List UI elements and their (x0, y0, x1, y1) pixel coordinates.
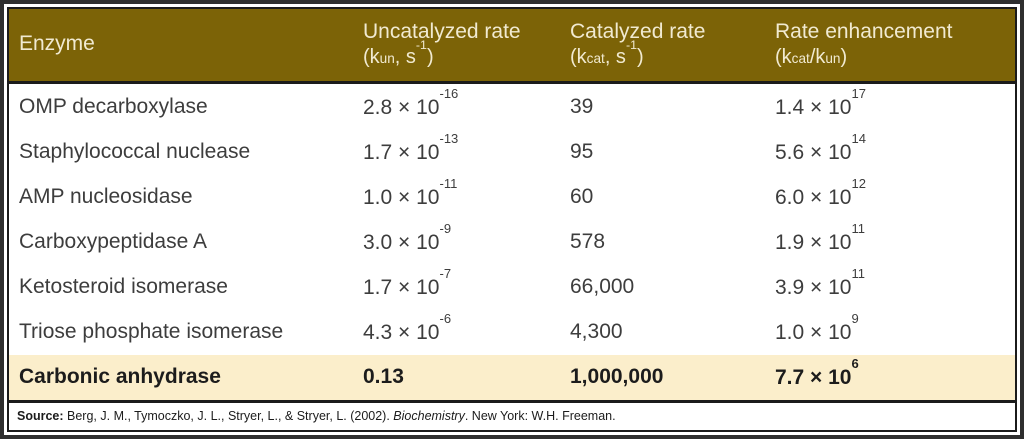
table-cell: Ketosteroid isomerase (19, 275, 228, 299)
table-cell: 1.7 × 10-7 (363, 266, 452, 300)
table-cell: 1.0 × 10-11 (363, 176, 458, 210)
table-row: OMP decarboxylase 2.8 × 10-16 39 1.4 × 1017 (9, 83, 1015, 130)
column-header-3: Rate enhancement (kcat/kun) (771, 9, 1015, 84)
source-text-after: . New York: W.H. Freeman. (464, 408, 616, 423)
column-header-1: Uncatalyzed rate (kun, s-1) (359, 9, 566, 84)
table-cell: 1.7 × 10-13 (363, 131, 459, 165)
table-cell: 4,300 (570, 320, 623, 344)
table-cell: 2.8 × 10-16 (363, 85, 459, 119)
table-cell: 3.0 × 10-9 (363, 221, 452, 255)
table-row: Carboxypeptidase A 3.0 × 10-9 578 1.9 × 101… (9, 220, 1015, 265)
table-cell: OMP decarboxylase (19, 94, 208, 118)
table-row: Ketosteroid isomerase 1.7 × 10-7 66,000 3.9… (9, 265, 1015, 310)
table-row: Staphylococcal nuclease 1.7 × 10-13 95 5.6 … (9, 130, 1015, 175)
table-cell: 95 (570, 140, 594, 164)
table-cell: Carbonic anhydrase (9, 354, 359, 400)
table-cell: 66,000 (570, 275, 635, 299)
table-row: Triose phosphate isomerase 4.3 × 10-6 4,30… (9, 310, 1015, 355)
table-cell: Staphylococcal nuclease (19, 140, 251, 164)
source-book-title: Biochemistry (393, 408, 465, 423)
table-row: AMP nucleosidase 1.0 × 10-11 60 6.0 × 1012 (9, 175, 1015, 220)
enzyme-rate-table: Enzyme Uncatalyzed rate (kun, s-1) Catalyze… (9, 9, 1015, 400)
table-cell: Triose phosphate isomerase (19, 320, 284, 344)
header-row: Enzyme Uncatalyzed rate (kun, s-1) Catalyze… (9, 9, 1015, 84)
table-cell: 7.7 × 106 (771, 354, 1015, 400)
table-cell: Carboxypeptidase A (19, 230, 207, 254)
table-inner-frame: Enzyme Uncatalyzed rate (kun, s-1) Catalyze… (7, 7, 1017, 432)
table-cell: 39 (570, 94, 594, 118)
column-header-0: Enzyme (9, 9, 359, 84)
table-cell: 3.9 × 1011 (775, 266, 865, 300)
table-cell: 1.4 × 1017 (775, 85, 866, 119)
table-body: OMP decarboxylase 2.8 × 10-16 39 1.4 × 1017… (9, 83, 1015, 400)
table-cell: 60 (570, 185, 594, 209)
table-header: Enzyme Uncatalyzed rate (kun, s-1) Catalyze… (9, 9, 1015, 84)
table-cell: AMP nucleosidase (19, 185, 193, 209)
table-cell: 1.0 × 109 (775, 311, 859, 345)
column-header-2: Catalyzed rate (kcat, s-1) (566, 9, 771, 84)
table-cell: 1.9 × 1011 (775, 221, 865, 255)
table-cell: 6.0 × 1012 (775, 176, 866, 210)
source-text-before: Berg, J. M., Tymoczko, J. L., Stryer, L.… (63, 408, 394, 423)
table-cell: 0.13 (359, 354, 566, 400)
table-row: Carbonic anhydrase 0.13 1,000,000 7.7 × 106 (9, 354, 1015, 400)
table-cell: 4.3 × 10-6 (363, 311, 452, 345)
source-citation: Source: Berg, J. M., Tymoczko, J. L., St… (9, 399, 1015, 430)
table-cell: 578 (570, 230, 606, 254)
table-cell: 1,000,000 (566, 354, 771, 400)
source-label: Source: (17, 408, 64, 423)
table-cell: 5.6 × 1014 (775, 131, 866, 165)
